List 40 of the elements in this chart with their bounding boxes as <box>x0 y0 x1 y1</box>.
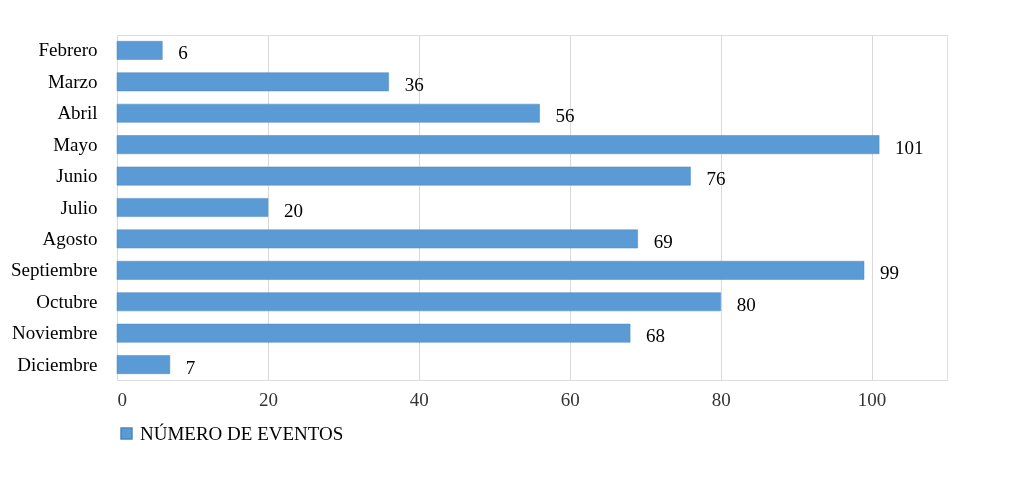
y-tick-label: Noviembre <box>12 322 98 344</box>
y-tick-label: Diciembre <box>17 353 98 375</box>
x-tick-label: 0 <box>117 388 127 410</box>
data-label: 20 <box>283 199 303 221</box>
data-label: 101 <box>895 136 924 158</box>
y-tick-label: Septiembre <box>10 259 98 281</box>
bar <box>116 292 721 312</box>
legend-label: NÚMERO DE EVENTOS <box>140 422 344 444</box>
bar <box>116 41 163 60</box>
data-label: 76 <box>706 168 726 190</box>
y-tick-label: Agosto <box>42 227 98 249</box>
x-tick-label: 20 <box>258 388 278 410</box>
x-tick-label: 100 <box>857 388 887 410</box>
data-label: 68 <box>646 325 666 347</box>
bar <box>116 260 865 280</box>
y-tick-label: Abril <box>57 102 98 124</box>
y-tick-label: Octubre <box>36 290 98 312</box>
x-tick-label: 60 <box>560 388 580 410</box>
x-tick-label: 40 <box>409 388 429 410</box>
data-label: 99 <box>880 262 899 284</box>
data-label: 7 <box>185 356 196 378</box>
bar <box>116 72 389 92</box>
y-tick-label: Mayo <box>53 133 98 155</box>
bar <box>116 198 269 217</box>
bar <box>116 323 631 343</box>
bar <box>116 355 171 374</box>
data-label: 6 <box>178 42 188 64</box>
x-tick-label: 80 <box>711 388 731 410</box>
data-label: 56 <box>555 105 575 127</box>
data-label: 80 <box>736 293 756 315</box>
y-tick-label: Febrero <box>38 39 98 61</box>
data-label: 36 <box>404 73 424 95</box>
bar <box>116 103 540 123</box>
bar <box>116 229 638 249</box>
y-tick-label: Junio <box>56 165 98 187</box>
y-tick-label: Marzo <box>47 70 98 92</box>
bar <box>116 166 691 186</box>
bar <box>116 135 880 155</box>
data-label: 69 <box>653 230 673 252</box>
y-tick-label: Julio <box>60 196 98 218</box>
